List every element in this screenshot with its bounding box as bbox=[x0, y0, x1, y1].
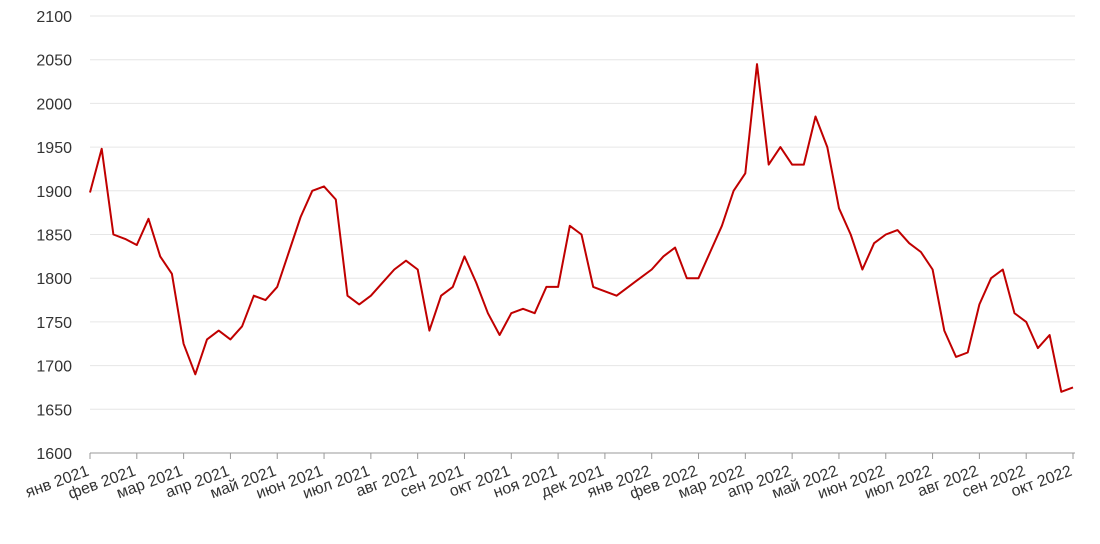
y-tick-label: 1700 bbox=[36, 359, 72, 376]
line-series bbox=[89, 63, 1074, 393]
y-tick-label: 1850 bbox=[36, 228, 72, 245]
y-tick-label: 1800 bbox=[36, 271, 72, 288]
y-tick-label: 2050 bbox=[36, 53, 72, 70]
y-tick-label: 2100 bbox=[36, 9, 72, 26]
y-tick-label: 1750 bbox=[36, 315, 72, 332]
y-tick-label: 1900 bbox=[36, 184, 72, 201]
y-tick-label: 2000 bbox=[36, 96, 72, 113]
y-tick-label: 1950 bbox=[36, 140, 72, 157]
y-tick-label: 1650 bbox=[36, 402, 72, 419]
y-tick-label: 1600 bbox=[36, 446, 72, 463]
